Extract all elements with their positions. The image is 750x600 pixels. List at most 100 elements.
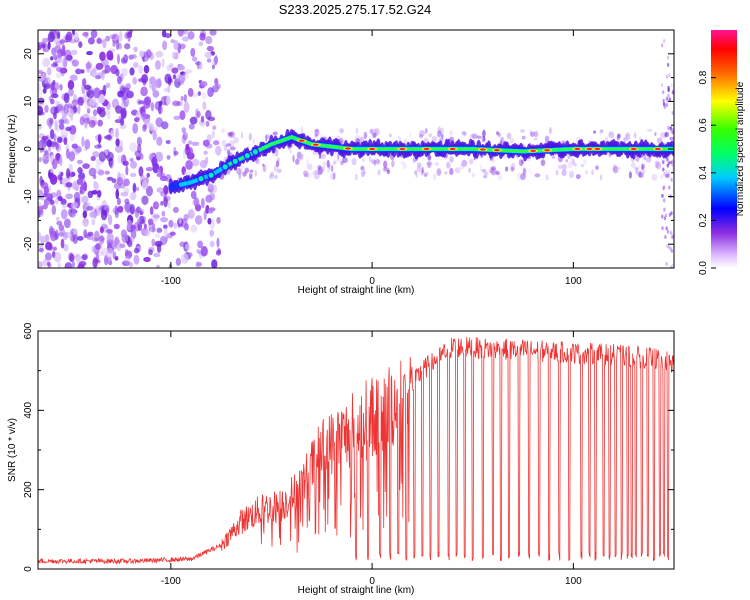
signal-band-green	[516, 149, 520, 153]
top-x-axis-label: Height of straight line (km)	[298, 285, 415, 296]
top-x-tick-label: 100	[565, 276, 582, 287]
spectrogram-noise-cell	[272, 131, 278, 136]
spectrogram-noise-cell	[50, 82, 55, 91]
spectrogram-noise-cell	[129, 67, 135, 76]
spectrogram-noise-cell	[454, 167, 461, 174]
spectrogram-noise-cell	[133, 62, 139, 68]
spectrogram-noise-cell	[180, 95, 184, 102]
signal-band-green	[268, 143, 273, 147]
spectrogram-noise-cell	[203, 150, 208, 155]
spectrogram-noise-cell	[71, 208, 77, 219]
spectrogram-noise-cell	[574, 162, 577, 167]
spectrogram-noise-cell	[198, 62, 203, 70]
spectrogram-noise-cell	[155, 78, 162, 89]
spectrogram-noise-cell	[190, 47, 196, 57]
spectrogram-noise-cell	[482, 129, 486, 138]
spectrogram-noise-cell	[63, 92, 70, 104]
colorbar-tick-label: 0.8	[698, 70, 709, 84]
spectrogram-noise-cell	[138, 166, 144, 177]
spectrogram-noise-cell	[424, 171, 429, 176]
spectrogram-noise-cell	[660, 214, 664, 219]
spectrogram-noise-cell	[121, 67, 128, 77]
spectrogram-noise-cell	[154, 232, 161, 239]
spectrogram-noise-cell	[595, 165, 599, 171]
spectrogram-noise-cell	[73, 191, 81, 203]
spectrogram-noise-cell	[38, 88, 43, 99]
spectrogram-noise-cell	[92, 257, 98, 268]
spectrogram-noise-cell	[608, 131, 612, 137]
spectrogram-noise-cell	[267, 134, 270, 140]
spectrogram-noise-cell	[116, 53, 120, 65]
spectrogram-noise-cell	[154, 202, 160, 208]
spectrogram-noise-cell	[140, 208, 145, 214]
spectrogram-noise-cell	[545, 174, 549, 181]
spectrogram-noise-cell	[641, 169, 646, 174]
spectrogram-noise-cell	[165, 95, 171, 105]
spectrogram-noise-cell	[156, 136, 163, 146]
spectrogram-noise-cell	[161, 121, 169, 130]
spectrogram-noise-cell	[520, 173, 527, 180]
spectrogram-noise-cell	[209, 229, 215, 237]
spectrogram-noise-cell	[69, 252, 73, 262]
spectrogram-noise-cell	[229, 140, 235, 148]
spectrogram-noise-cell	[63, 244, 69, 252]
spectrogram-noise-cell	[427, 155, 432, 161]
spectrogram-noise-cell	[437, 130, 442, 138]
spectrogram-noise-cell	[521, 135, 526, 140]
spectrogram-noise-cell	[79, 116, 85, 126]
spectrogram-noise-cell	[337, 152, 340, 160]
spectrogram-noise-cell	[160, 172, 166, 179]
spectrogram-noise-cell	[56, 220, 63, 226]
spectrogram-noise-cell	[216, 217, 221, 224]
spectrogram-noise-cell	[55, 72, 62, 79]
signal-blob	[251, 148, 260, 156]
signal-band-red	[594, 147, 601, 151]
top-x-tick-label: -100	[161, 276, 181, 287]
spectrogram-noise-cell	[372, 128, 378, 136]
spectrogram-noise-cell	[54, 229, 59, 240]
spectrogram-noise-cell	[645, 157, 652, 163]
signal-band-green	[356, 147, 360, 151]
spectrogram-noise-cell	[44, 104, 49, 113]
spectrogram-noise-cell	[249, 169, 254, 173]
spectrogram-noise-cell	[237, 168, 243, 177]
spectrogram-noise-cell	[106, 176, 114, 181]
spectrogram-noise-cell	[149, 81, 153, 89]
spectrogram-noise-cell	[173, 39, 179, 51]
bottom-y-axis-label: SNR (10 * v/v)	[7, 418, 18, 482]
spectrogram-noise-cell	[138, 50, 145, 58]
signal-band-green	[434, 147, 439, 151]
spectrogram-noise-cell	[134, 186, 140, 191]
spectrogram-noise-cell	[64, 262, 73, 268]
spectrogram-noise-cell	[154, 60, 161, 70]
spectrogram-noise-cell	[151, 81, 157, 93]
signal-band-red	[423, 147, 430, 151]
spectrogram-noise-cell	[522, 167, 527, 174]
spectrogram-noise-cell	[331, 164, 334, 172]
spectrogram-noise-cell	[183, 213, 189, 221]
signal-band-green	[307, 142, 312, 145]
spectrogram-noise-cell	[190, 190, 197, 200]
spectrogram-noise-cell	[173, 115, 181, 120]
signal-band-green	[323, 144, 327, 148]
spectrogram-noise-cell	[119, 117, 125, 126]
signal-band-green	[664, 147, 668, 151]
spectrogram-noise-cell	[205, 156, 209, 164]
signal-band-green	[413, 147, 418, 151]
spectrogram-noise-cell	[49, 199, 55, 206]
spectrogram-noise-cell	[86, 89, 95, 99]
spectrogram-noise-cell	[360, 165, 365, 171]
spectrogram-noise-cell	[476, 135, 482, 139]
spectrogram-noise-cell	[177, 30, 184, 37]
spectrogram-noise-cell	[635, 155, 640, 163]
spectrogram-noise-cell	[148, 249, 153, 256]
spectrogram-noise-cell	[76, 178, 84, 185]
spectrogram-noise-cell	[123, 96, 130, 107]
spectrogram-noise-cell	[132, 77, 137, 85]
spectrogram-noise-cell	[334, 158, 341, 163]
spectrogram-noise-cell	[52, 246, 58, 251]
spectrogram-noise-cell	[110, 129, 115, 138]
spectrogram-noise-cell	[86, 51, 93, 56]
spectrogram-noise-cell	[329, 172, 335, 180]
signal-band-green	[649, 147, 653, 151]
